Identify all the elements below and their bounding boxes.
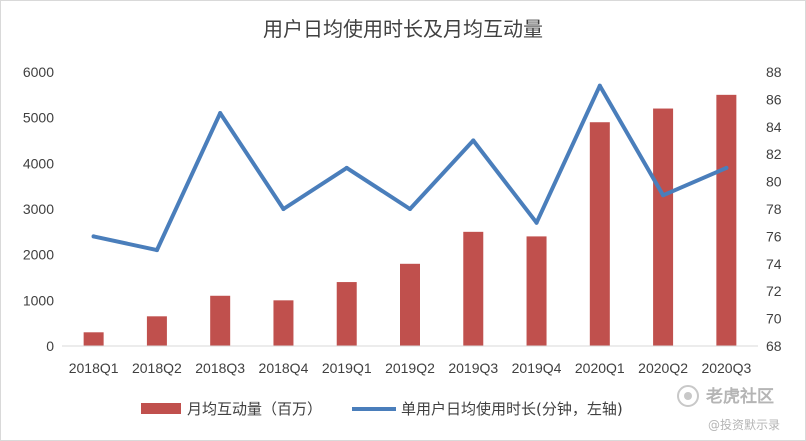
bar-2019Q3 (463, 231, 484, 346)
line-point-2019Q1 (344, 165, 349, 170)
watermark-sub-text: @投资默示录 (708, 417, 780, 432)
bar-2019Q2 (400, 263, 420, 346)
line-series-group (91, 83, 729, 253)
right-tick-label: 86 (766, 91, 782, 107)
left-tick-label: 4000 (23, 155, 54, 171)
bar-2018Q1 (83, 332, 104, 346)
bar-2018Q2 (146, 316, 167, 346)
line-point-2018Q1 (91, 234, 96, 239)
x-tick-label: 2018Q1 (69, 360, 119, 376)
line-point-2019Q3 (471, 138, 476, 143)
bar-2019Q1 (336, 282, 357, 346)
right-tick-label: 70 (766, 311, 782, 327)
line-point-2019Q2 (408, 207, 412, 211)
bar-2018Q3 (210, 295, 231, 346)
line-point-2020Q2 (661, 193, 666, 198)
line-point-2020Q3 (724, 165, 729, 170)
line-point-2019Q4 (534, 220, 539, 225)
bar-series-group (83, 94, 737, 347)
x-tick-label: 2020Q3 (701, 360, 751, 376)
chart-title: 用户日均使用时长及月均互动量 (263, 17, 543, 41)
bar-2020Q2 (653, 108, 674, 347)
watermark: 老虎社区 @投资默示录 (677, 385, 780, 432)
left-tick-label: 5000 (23, 110, 54, 126)
bar-2020Q3 (716, 94, 737, 346)
x-tick-label: 2018Q3 (195, 360, 245, 376)
line-point-2018Q3 (218, 111, 223, 116)
bar-2020Q1 (589, 122, 610, 346)
legend-bar-label: 月均互动量（百万） (187, 400, 322, 418)
right-tick-label: 72 (766, 283, 782, 299)
x-tick-label: 2019Q1 (322, 360, 372, 376)
right-tick-label: 80 (766, 174, 782, 190)
line-point-2018Q2 (154, 248, 159, 253)
left-tick-label: 1000 (23, 292, 54, 308)
legend-line-label: 单用户日均使用时长(分钟，左轴) (401, 400, 623, 418)
x-tick-label: 2020Q1 (575, 360, 625, 376)
left-axis-ticks: 0 1000 2000 3000 4000 5000 6000 (23, 64, 54, 354)
line-point-2018Q4 (281, 207, 286, 211)
left-tick-label: 6000 (23, 64, 54, 80)
right-tick-label: 88 (766, 64, 782, 80)
tiger-logo-icon (677, 385, 699, 407)
left-tick-label: 0 (46, 338, 54, 354)
right-axis-ticks: 68 70 72 74 76 78 80 82 84 86 88 (766, 64, 782, 354)
x-tick-label: 2018Q4 (259, 360, 309, 376)
right-tick-label: 76 (766, 228, 782, 244)
x-tick-label: 2019Q2 (385, 360, 435, 376)
bar-2018Q4 (273, 300, 294, 346)
x-tick-label: 2020Q2 (638, 360, 688, 376)
right-tick-label: 68 (766, 338, 782, 354)
x-tick-label: 2019Q4 (512, 360, 562, 376)
right-tick-label: 82 (766, 146, 782, 162)
x-tick-label: 2019Q3 (448, 360, 498, 376)
right-tick-label: 84 (766, 119, 782, 135)
line-point-2020Q1 (597, 83, 602, 88)
bar-2019Q4 (526, 236, 547, 346)
chart-legend: 月均互动量（百万） 单用户日均使用时长(分钟，左轴) (141, 400, 623, 418)
watermark-main-text: 老虎社区 (705, 386, 774, 407)
right-tick-label: 74 (766, 256, 782, 272)
legend-bar-swatch (141, 403, 181, 414)
x-axis-ticks: 2018Q1 2018Q2 2018Q3 2018Q4 2019Q1 2019Q2 2019… (69, 360, 752, 376)
right-tick-label: 78 (766, 201, 782, 217)
left-tick-label: 3000 (23, 201, 54, 217)
x-tick-label: 2018Q2 (132, 360, 182, 376)
left-tick-label: 2000 (23, 247, 54, 263)
